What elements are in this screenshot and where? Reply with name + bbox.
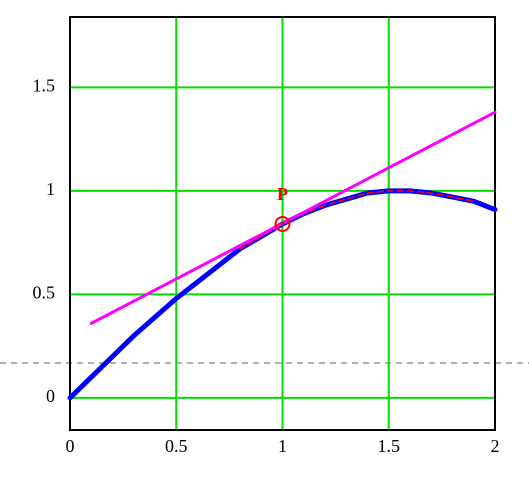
y-tick-label: 1.5	[33, 76, 56, 96]
point-label: P	[277, 184, 288, 204]
x-tick-label: 1.5	[378, 436, 401, 456]
x-tick-label: 1	[278, 436, 287, 456]
x-tick-label: 2	[491, 436, 500, 456]
y-tick-label: 0.5	[33, 283, 56, 303]
point-center	[280, 222, 285, 227]
x-tick-label: 0	[66, 436, 75, 456]
plot-border	[69, 16, 496, 431]
y-tick-label: 1	[46, 179, 55, 199]
x-tick-label: 0.5	[165, 436, 188, 456]
y-tick-label: 0	[46, 386, 55, 406]
line-series	[239, 190, 475, 250]
point-marker	[274, 216, 291, 233]
line-series	[89, 110, 497, 325]
